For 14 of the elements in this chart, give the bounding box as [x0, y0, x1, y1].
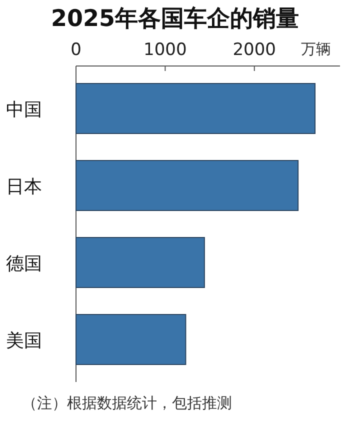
bar	[76, 83, 316, 134]
y-tick-label: 美国	[6, 330, 42, 352]
bar	[76, 314, 186, 365]
y-tick-label: 中国	[6, 100, 42, 120]
x-tick-label: 2000	[232, 40, 276, 60]
bar	[76, 160, 299, 211]
y-tick-label: 德国	[6, 254, 42, 274]
text: （注）根据数据统计，包括推测	[22, 393, 233, 414]
x-tick-label: 1000	[144, 40, 187, 60]
y-tick-label: 日本	[6, 176, 42, 198]
chart-title: 2025年各国车企的销量	[50, 6, 300, 32]
x-axis-title: 万辆	[301, 40, 331, 58]
bar	[76, 237, 205, 288]
x-tick-label: 0	[70, 40, 82, 60]
